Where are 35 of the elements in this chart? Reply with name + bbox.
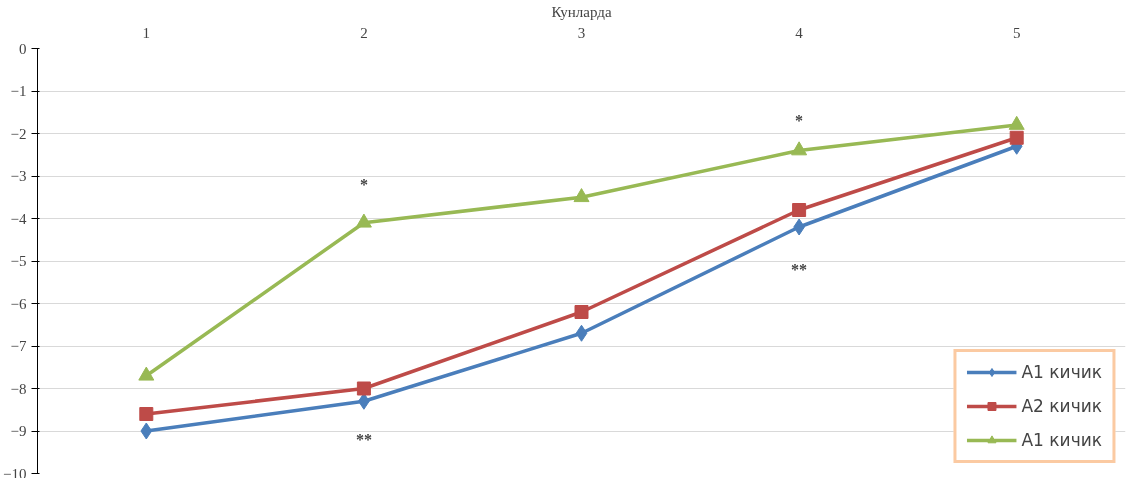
y-tick-label: 0 (19, 40, 27, 57)
legend-label: A1 кичик (1021, 430, 1102, 450)
point (574, 305, 589, 319)
point (791, 141, 808, 156)
point (356, 381, 371, 396)
y-tick-label: −9 (10, 423, 27, 439)
x-tick-label: 2 (360, 24, 368, 41)
y-tick-label: −3 (10, 168, 27, 184)
y-tick-label: −10 (3, 465, 27, 482)
y-tick-label: −5 (10, 253, 27, 269)
y-tick-label: −4 (10, 210, 27, 227)
x-tick-label: 3 (577, 24, 586, 41)
x-tick-label: 5 (1012, 24, 1021, 41)
annotation: ** (791, 261, 808, 278)
y-tick-label: −1 (10, 83, 27, 99)
point (573, 188, 590, 203)
y-tick-label: −2 (10, 125, 27, 142)
x-tick-label: 4 (795, 24, 804, 41)
x-tick-label: 1 (142, 24, 151, 41)
point (1008, 115, 1025, 130)
y-tick-label: −8 (10, 380, 27, 397)
point (139, 407, 154, 421)
legend-label: A2 кичик (1021, 396, 1102, 416)
annotation: * (795, 112, 804, 130)
y-tick-label: −6 (10, 295, 27, 312)
legend-label: A1 кичик (1021, 362, 1102, 382)
point (792, 203, 807, 217)
x-axis-title: Кунларда (551, 3, 612, 20)
point (1009, 130, 1024, 145)
annotation: * (359, 176, 368, 193)
point (355, 213, 372, 228)
y-tick-label: −7 (10, 338, 27, 354)
annotation: ** (355, 431, 372, 448)
point (575, 324, 588, 342)
point (140, 422, 153, 440)
